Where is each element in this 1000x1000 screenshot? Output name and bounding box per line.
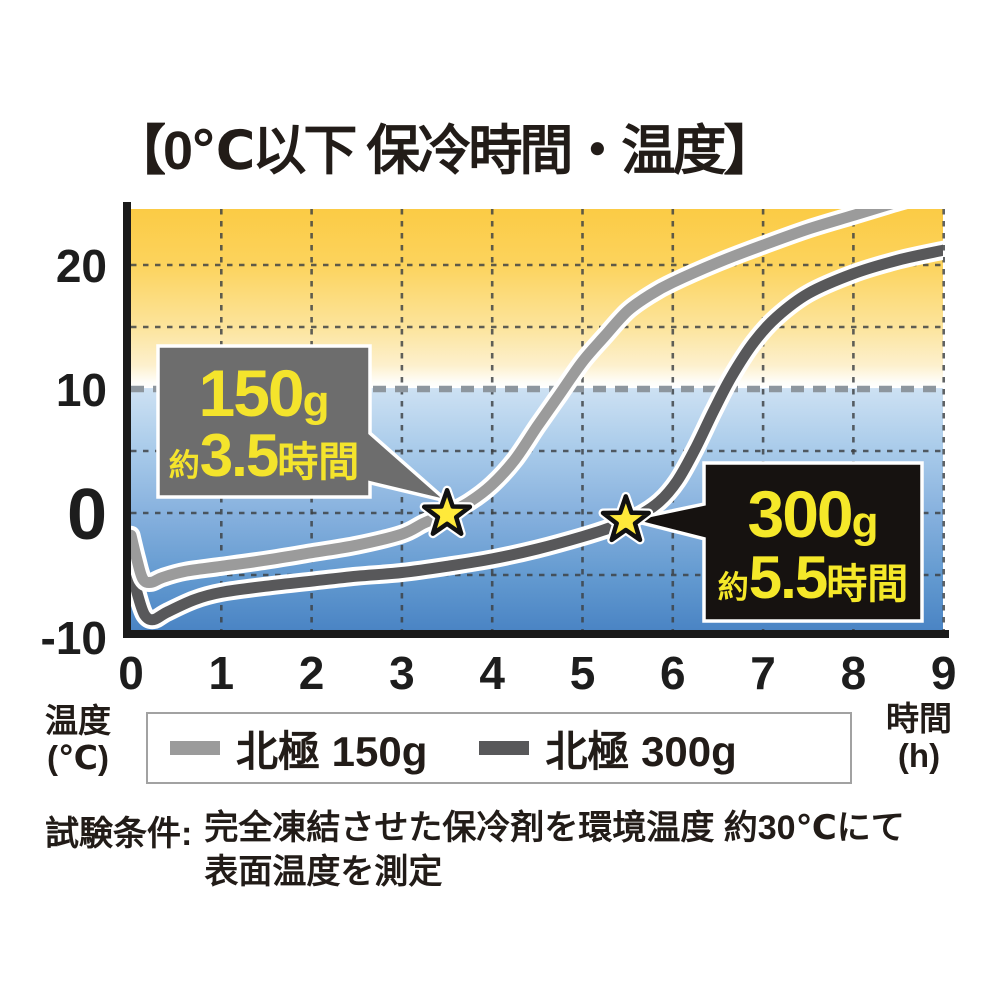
x-axis-line [123,630,949,638]
x-tick-label: 7 [750,647,776,699]
legend: 北極 150g 北極 300g [146,712,852,784]
x-tick-label: 3 [389,647,415,699]
x-tick-label: 5 [570,647,596,699]
x-axis-unit-label: 時間 (h) [866,700,972,774]
legend-swatch-300g [479,741,530,755]
callout-duration-label: 約5.5時間 [718,544,908,611]
x-tick-label: 8 [841,647,867,699]
test-conditions-prefix: 試験条件: [45,815,193,853]
x-tick-label: 2 [299,647,325,699]
star-marker-300g [598,491,654,545]
x-tick-label: 4 [479,647,505,699]
y-tick-label: 10 [56,364,107,416]
y-axis-unit-line1: 温度 [45,702,111,739]
x-axis-unit-line1: 時間 [886,700,952,737]
x-tick-label: 1 [209,647,235,699]
x-tick-label: 6 [660,647,686,699]
x-tick-label: 9 [931,647,957,699]
legend-label-150g: 北極 150g [236,727,428,775]
series-line-150g [131,209,908,592]
callout-weight-label: 150g [198,356,329,430]
y-axis-unit-label: 温度 (℃) [26,702,130,776]
x-tick-label: 0 [118,647,144,699]
legend-item-150g: 北極 150g [170,718,427,779]
star-marker-150g [419,485,475,539]
y-axis-line [123,202,131,638]
y-tick-label: 0 [67,475,107,555]
y-tick-label: 20 [56,240,107,292]
legend-label-300g: 北極 300g [545,727,737,775]
series-curves [131,209,943,630]
y-tick-label: -10 [41,612,107,664]
y-axis-unit-line2: (℃) [47,739,109,776]
test-conditions-line1: 完全凍結させた保冷剤を環境温度 約30℃にて [204,809,905,847]
x-axis-unit-line2: (h) [897,737,941,774]
callout-weight-label: 300g [747,477,878,551]
callout-duration-label: 約3.5時間 [169,422,359,489]
test-conditions: 試験条件: 完全凍結させた保冷剤を環境温度 約30℃にて 表面温度を測定 [45,806,905,894]
test-conditions-line2: 表面温度を測定 [204,853,443,891]
series-line-300g [131,240,943,630]
legend-item-300g: 北極 300g [479,718,737,779]
page-title: 【0℃以下 保冷時間・温度】 [112,121,777,181]
legend-swatch-150g [170,741,220,755]
test-conditions-body: 完全凍結させた保冷剤を環境温度 約30℃にて 表面温度を測定 [204,806,904,894]
